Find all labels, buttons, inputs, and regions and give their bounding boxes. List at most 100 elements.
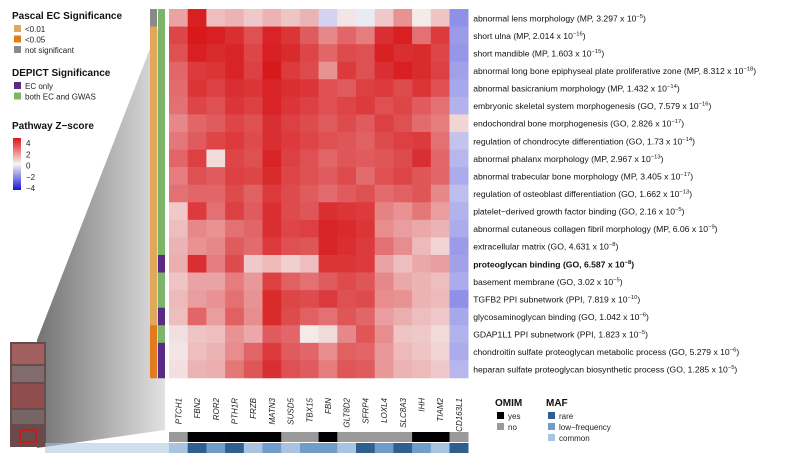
heatmap-cell xyxy=(262,61,282,80)
heatmap-cell xyxy=(412,9,432,27)
heatmap-cell xyxy=(281,61,301,80)
heatmap-cell xyxy=(281,202,301,221)
heatmap-cell xyxy=(412,26,432,45)
heatmap-cell xyxy=(187,131,207,150)
heatmap-cell xyxy=(374,325,394,344)
maf-legend-label: rare xyxy=(559,412,574,421)
heatmap-cell xyxy=(318,342,338,361)
heatmap-cell xyxy=(356,9,375,27)
heatmap-cell xyxy=(374,290,394,308)
heatmap-cell xyxy=(299,254,319,273)
heatmap-cell xyxy=(449,79,469,98)
heatmap-cell xyxy=(299,184,319,203)
heatmap-cell xyxy=(169,167,188,185)
heatmap-cell xyxy=(412,325,432,344)
pascal-annotation xyxy=(150,26,157,45)
heatmap-cell xyxy=(262,307,282,326)
heatmap-cell xyxy=(449,307,469,326)
depict-legend-label: both EC and GWAS xyxy=(25,93,96,102)
heatmap-cell xyxy=(262,79,282,98)
depict-annotation xyxy=(158,79,165,98)
heatmap-cell xyxy=(374,219,394,238)
heatmap-cell xyxy=(225,26,245,45)
heatmap-cell xyxy=(393,26,413,45)
heatmap-cell xyxy=(281,44,301,63)
depict-annotation xyxy=(158,272,165,291)
pascal-legend-label: <0.01 xyxy=(25,25,46,34)
pathway-label: glycosaminoglycan binding (GO, 1.042 x 1… xyxy=(473,312,649,322)
omim-annotation xyxy=(337,432,357,442)
pathway-label: GDAP1L1 PPI subnetwork (PPI, 1.823 x 10−… xyxy=(473,330,648,340)
heatmap-cell xyxy=(206,237,226,256)
heatmap-cell xyxy=(374,149,394,168)
heatmap-cell xyxy=(243,114,263,133)
omim-annotation xyxy=(243,432,263,442)
heatmap-cell xyxy=(393,114,413,133)
heatmap-cell xyxy=(337,96,357,115)
heatmap-cell xyxy=(243,149,263,168)
heatmap-cell xyxy=(393,237,413,256)
heatmap-cell xyxy=(393,272,413,291)
heatmap-cell xyxy=(356,290,375,308)
heatmap-cell xyxy=(206,114,226,133)
heatmap-cell xyxy=(356,167,375,185)
heatmap-cell xyxy=(225,96,245,115)
heatmap-cell xyxy=(299,9,319,27)
heatmap-cell xyxy=(374,342,394,361)
heatmap-cell xyxy=(206,272,226,291)
heatmap-cell xyxy=(262,9,282,27)
depict-annotation xyxy=(158,26,165,45)
pascal-annotation xyxy=(150,342,157,361)
heatmap-cell xyxy=(412,131,432,150)
heatmap-cell xyxy=(374,131,394,150)
heatmap-cell xyxy=(281,254,301,273)
heatmap-cell xyxy=(299,61,319,80)
gene-label: ROR2 xyxy=(212,397,221,420)
heatmap-cell xyxy=(169,237,188,256)
heatmap-cell xyxy=(206,9,226,27)
omim-legend-label: no xyxy=(508,423,517,432)
heatmap-cell xyxy=(243,61,263,80)
omim-annotation xyxy=(449,432,469,442)
heatmap-cell xyxy=(356,342,375,361)
pathway-label: TGFB2 PPI subnetwork (PPI, 7.819 x 10−10… xyxy=(473,294,640,304)
gene-label: FBN2 xyxy=(193,397,202,418)
heatmap-cell xyxy=(318,272,338,291)
heatmap-cell xyxy=(356,237,375,256)
maf-annotation xyxy=(169,443,188,453)
heatmap-cell xyxy=(187,114,207,133)
omim-annotation xyxy=(299,432,319,442)
pascal-legend-swatch xyxy=(14,35,21,43)
heatmap-cell xyxy=(337,131,357,150)
heatmap-cell xyxy=(412,202,432,221)
heatmap-cell xyxy=(430,360,450,379)
heatmap-cell xyxy=(262,254,282,273)
heatmap-cell xyxy=(430,342,450,361)
heatmap-cell xyxy=(356,219,375,238)
heatmap-cell xyxy=(243,26,263,45)
heatmap-cell xyxy=(281,9,301,27)
heatmap-cell xyxy=(187,9,207,27)
heatmap-cell xyxy=(169,342,188,361)
heatmap-cell xyxy=(206,254,226,273)
pathway-label: proteoglycan binding (GO, 6.587 x 10−8) xyxy=(473,259,634,269)
pathway-label: short ulna (MP, 2.014 x 10−16) xyxy=(473,31,586,41)
omim-annotation xyxy=(374,432,394,442)
heatmap-cell xyxy=(299,307,319,326)
heatmap-cell xyxy=(206,342,226,361)
heatmap-cell xyxy=(337,202,357,221)
zscore-tick: 2 xyxy=(26,150,31,159)
heatmap-cell xyxy=(374,307,394,326)
heatmap-cell xyxy=(449,9,469,27)
heatmap-cell xyxy=(449,360,469,379)
heatmap-cell xyxy=(356,149,375,168)
heatmap-cell xyxy=(430,325,450,344)
heatmap-cell xyxy=(281,184,301,203)
pascal-annotation xyxy=(150,237,157,256)
heatmap-cell xyxy=(318,219,338,238)
maf-annotation xyxy=(318,443,338,453)
heatmap-cell xyxy=(281,26,301,45)
heatmap-cell xyxy=(374,114,394,133)
heatmap-cell xyxy=(318,96,338,115)
